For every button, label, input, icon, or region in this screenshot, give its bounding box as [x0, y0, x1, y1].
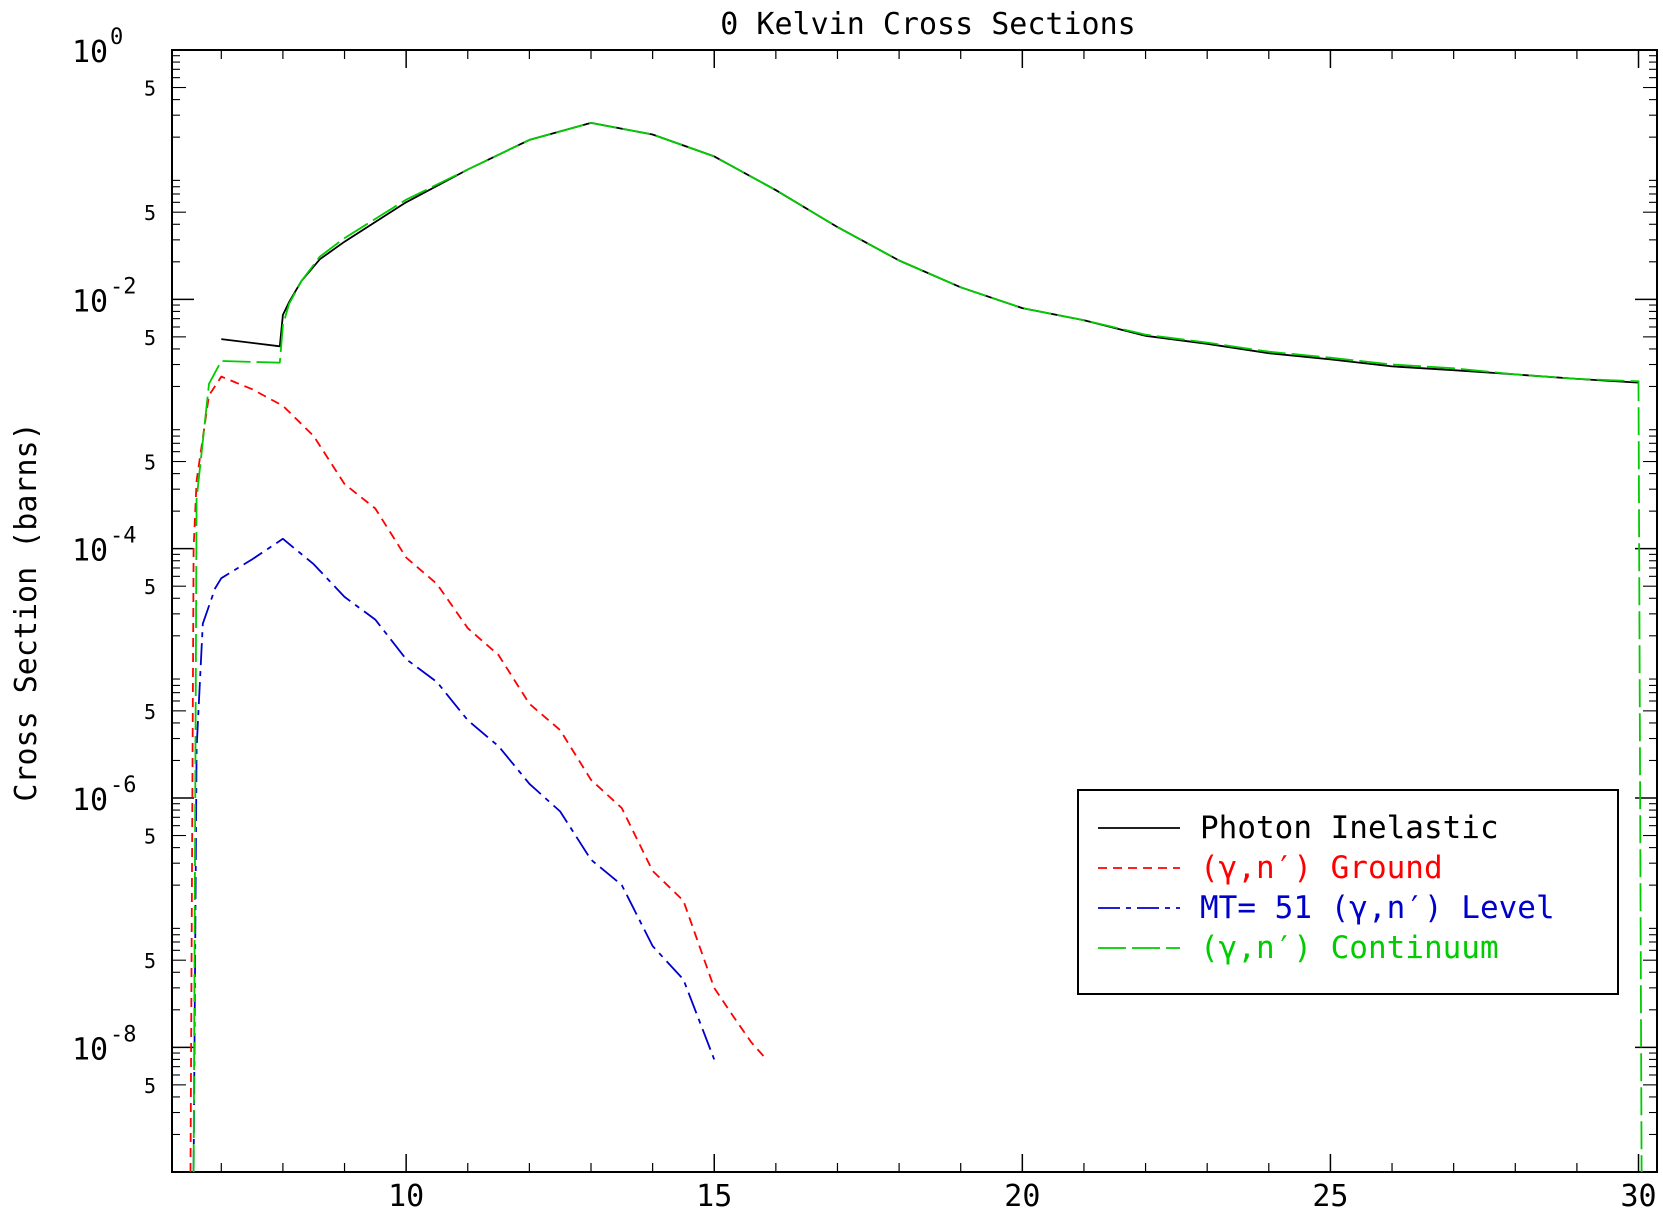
y-tick-label: 10 — [72, 284, 108, 319]
y-tick-exponent: -8 — [110, 1022, 137, 1047]
series-line-4 — [192, 122, 1643, 1173]
plot-frame — [171, 49, 1658, 1173]
legend: Photon Inelastic (γ,n′) Ground MT= 51 (γ,n… — [1077, 789, 1619, 995]
y-tick-exponent: 0 — [110, 25, 123, 50]
y-minor-label: 5 — [144, 201, 156, 225]
y-tick-label: 10 — [72, 1032, 108, 1067]
y-tick-label: 10 — [72, 35, 108, 70]
y-axis-label: Cross Section (barns) — [9, 422, 44, 801]
series-line-2 — [189, 375, 765, 1173]
x-tick-label: 25 — [1312, 1179, 1348, 1212]
y-minor-label: 5 — [144, 77, 156, 101]
y-tick-exponent: -2 — [110, 274, 137, 299]
series-line-3 — [192, 537, 716, 1173]
legend-label: (γ,n′) Ground — [1200, 850, 1443, 886]
legend-box — [1077, 789, 1619, 995]
y-tick-exponent: -4 — [110, 524, 137, 549]
y-minor-label: 5 — [144, 949, 156, 973]
legend-label: MT= 51 (γ,n′) Level — [1200, 890, 1555, 926]
x-tick-label: 10 — [388, 1179, 424, 1212]
series-line-1 — [221, 122, 1639, 384]
y-minor-label: 5 — [144, 326, 156, 350]
x-tick-label: 30 — [1620, 1179, 1656, 1212]
series-group — [189, 122, 1643, 1173]
y-tick-label: 10 — [72, 783, 108, 818]
legend-label: (γ,n′) Continuum — [1200, 930, 1499, 966]
y-minor-label: 5 — [144, 825, 156, 849]
legend-label: Photon Inelastic — [1200, 810, 1499, 846]
y-minor-label: 5 — [144, 700, 156, 724]
x-tick-label: 20 — [1004, 1179, 1040, 1212]
y-tick-label: 10 — [72, 534, 108, 569]
y-minor-label: 5 — [144, 1074, 156, 1098]
y-tick-exponent: -6 — [110, 773, 137, 798]
y-minor-label: 5 — [144, 575, 156, 599]
chart-title: 0 Kelvin Cross Sections — [720, 7, 1135, 42]
x-tick-label: 15 — [696, 1179, 732, 1212]
y-minor-label: 5 — [144, 451, 156, 475]
